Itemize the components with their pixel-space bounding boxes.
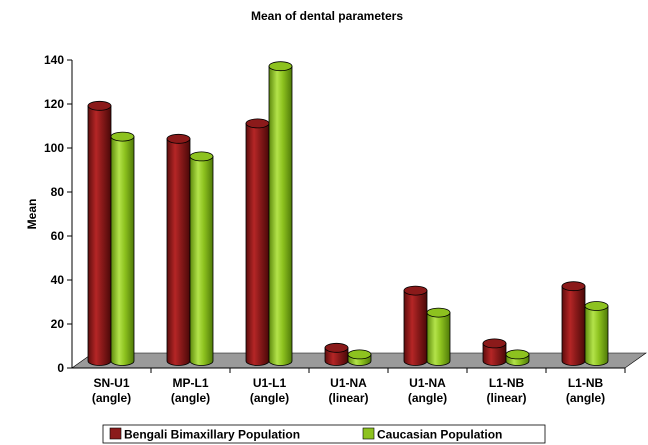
y-axis-label: Mean (25, 199, 39, 230)
bar-body (189, 156, 214, 366)
bar-caucasian-5 (426, 307, 451, 366)
legend-swatch-series-2 (362, 427, 375, 440)
legend: Bengali Bimaxillary Population Caucasian… (102, 424, 546, 444)
bar-bengali-1 (87, 100, 112, 366)
y-tick-label: 80 (51, 185, 65, 199)
chart-title: Mean of dental parameters (251, 9, 403, 23)
bars (87, 61, 609, 366)
x-tick-label: SN-U1 (angle) (92, 376, 131, 405)
bar-body (561, 285, 586, 366)
bar-caucasian-7 (584, 301, 609, 366)
bar-top (403, 285, 428, 296)
bar-body (268, 65, 293, 366)
bar-top (505, 349, 530, 360)
y-tick-label: 60 (51, 229, 65, 243)
x-axis-tick-labels: SN-U1 (angle) MP-L1 (angle) U1-L1 (angle) U1-N… (92, 368, 626, 405)
y-tick-label: 40 (51, 273, 65, 287)
bar-caucasian-4 (347, 349, 372, 366)
bar-top (87, 100, 112, 111)
x-tick-label: L1-NB (angle) (566, 376, 605, 405)
bar-body (87, 105, 112, 366)
legend-box (102, 424, 546, 444)
x-tick-label: L1-NB (linear) (486, 376, 526, 405)
bar-top (189, 151, 214, 162)
legend-swatch-series-1 (109, 427, 122, 440)
y-tick-label: 140 (44, 53, 64, 67)
bar-top (347, 349, 372, 360)
bar-top (268, 61, 293, 72)
bar-top (426, 307, 451, 318)
bar-caucasian-1 (110, 131, 135, 366)
bar-body (245, 123, 270, 366)
bar-caucasian-2 (189, 151, 214, 366)
x-tick-label: U1-NA (linear) (328, 376, 368, 405)
bar-bengali-6 (482, 338, 507, 366)
bar-bengali-4 (324, 342, 349, 366)
bar-body (166, 138, 191, 366)
bar-body (426, 312, 451, 366)
bar-top (482, 338, 507, 349)
bar-bengali-7 (561, 281, 586, 366)
y-tick-label: 120 (44, 97, 64, 111)
bar-top (584, 301, 609, 311)
bar-bengali-5 (403, 285, 428, 366)
bar-bengali-2 (166, 133, 191, 366)
x-tick-label: MP-L1 (angle) (171, 376, 210, 405)
bar-top (561, 281, 586, 292)
legend-label-series-2: Caucasian Population (377, 428, 502, 442)
bar-top (245, 118, 270, 129)
bar-body (584, 305, 609, 366)
legend-label-series-1: Bengali Bimaxillary Population (124, 428, 300, 442)
y-tick-label: 0 (57, 361, 64, 375)
bar-bengali-3 (245, 118, 270, 366)
bar-body (110, 136, 135, 366)
y-tick-label: 20 (51, 317, 65, 331)
bar-top (166, 133, 191, 144)
x-tick-label: U1-L1 (angle) (250, 376, 289, 405)
bar-body (403, 290, 428, 366)
bar-caucasian-6 (505, 349, 530, 366)
x-tick-label: U1-NA (angle) (408, 376, 447, 405)
y-axis-ticks: 0 20 40 60 80 100 120 140 (44, 53, 72, 375)
bar-top (110, 131, 135, 142)
y-tick-label: 100 (44, 141, 64, 155)
bar-caucasian-3 (268, 61, 293, 366)
bar-top (324, 342, 349, 353)
